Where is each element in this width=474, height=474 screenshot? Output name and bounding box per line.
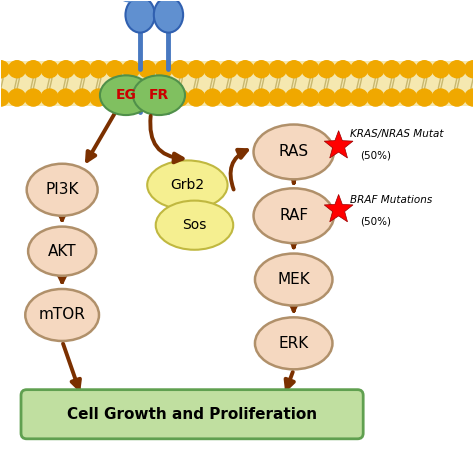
Circle shape [237,61,254,78]
Circle shape [41,61,58,78]
Circle shape [269,61,286,78]
Ellipse shape [254,188,334,243]
Circle shape [172,89,189,106]
Circle shape [285,89,302,106]
Text: AKT: AKT [48,244,76,259]
Text: ERK: ERK [279,336,309,351]
Circle shape [9,61,26,78]
Text: BRAF Mutations: BRAF Mutations [350,195,433,205]
FancyBboxPatch shape [21,390,363,439]
Ellipse shape [254,125,334,179]
Circle shape [416,89,433,106]
Circle shape [188,89,205,106]
Circle shape [318,89,335,106]
Circle shape [188,61,205,78]
Circle shape [123,89,139,106]
Circle shape [367,89,384,106]
Polygon shape [324,131,353,158]
Text: EG: EG [116,88,137,102]
Circle shape [41,89,58,106]
Text: KRAS/NRAS Mutat: KRAS/NRAS Mutat [350,129,444,139]
Circle shape [90,89,107,106]
Text: Cell Growth and Proliferation: Cell Growth and Proliferation [67,407,317,422]
Text: MEK: MEK [277,272,310,287]
Circle shape [237,89,254,106]
Ellipse shape [27,164,98,216]
Circle shape [448,61,465,78]
Circle shape [253,89,270,106]
Circle shape [400,61,417,78]
FancyArrowPatch shape [150,116,182,163]
Text: mTOR: mTOR [39,308,86,322]
Circle shape [106,61,123,78]
Circle shape [25,61,42,78]
Polygon shape [324,194,353,222]
Circle shape [139,89,156,106]
Ellipse shape [28,227,96,276]
Circle shape [106,89,123,106]
Circle shape [118,0,139,1]
Circle shape [351,89,368,106]
Circle shape [204,89,221,106]
Ellipse shape [133,75,185,115]
Circle shape [448,89,465,106]
Text: PI3K: PI3K [46,182,79,197]
Circle shape [400,89,417,106]
Ellipse shape [154,0,183,33]
Ellipse shape [126,0,155,33]
Circle shape [253,61,270,78]
Circle shape [318,61,335,78]
Circle shape [57,61,74,78]
Ellipse shape [156,201,233,250]
Circle shape [90,61,107,78]
Circle shape [73,89,91,106]
Circle shape [285,61,302,78]
Circle shape [302,89,319,106]
Text: Sos: Sos [182,218,207,232]
Circle shape [465,89,474,106]
Text: RAF: RAF [279,208,308,223]
Circle shape [220,61,237,78]
Circle shape [155,89,172,106]
Circle shape [335,61,351,78]
Circle shape [432,89,449,106]
Bar [0,61,474,106]
Circle shape [172,61,189,78]
Circle shape [57,89,74,106]
Text: (50%): (50%) [360,217,391,227]
Circle shape [0,89,9,106]
Circle shape [335,89,351,106]
Ellipse shape [255,254,332,306]
Circle shape [383,89,401,106]
Circle shape [416,61,433,78]
Circle shape [139,61,156,78]
Ellipse shape [147,160,228,210]
Circle shape [432,61,449,78]
Ellipse shape [100,75,152,115]
Circle shape [383,61,401,78]
Circle shape [269,89,286,106]
Ellipse shape [25,289,99,341]
Circle shape [155,61,172,78]
Circle shape [25,89,42,106]
Circle shape [302,61,319,78]
Circle shape [123,61,139,78]
Text: Grb2: Grb2 [170,178,204,192]
Text: (50%): (50%) [360,151,391,161]
Ellipse shape [255,318,332,369]
Text: RAS: RAS [279,145,309,159]
Circle shape [465,61,474,78]
Circle shape [73,61,91,78]
Circle shape [220,89,237,106]
Circle shape [0,61,9,78]
Circle shape [9,89,26,106]
Circle shape [367,61,384,78]
FancyArrowPatch shape [230,150,247,190]
Circle shape [351,61,368,78]
Circle shape [204,61,221,78]
Text: FR: FR [149,88,169,102]
